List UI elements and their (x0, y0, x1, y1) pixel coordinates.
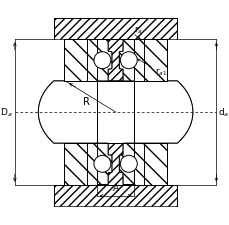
Polygon shape (96, 144, 111, 185)
Circle shape (93, 156, 110, 173)
Circle shape (120, 52, 137, 69)
Circle shape (120, 156, 137, 173)
Polygon shape (96, 40, 111, 81)
Text: R: R (83, 96, 90, 106)
Polygon shape (134, 40, 167, 81)
Polygon shape (63, 40, 96, 81)
Polygon shape (119, 40, 134, 81)
Polygon shape (38, 81, 192, 144)
Polygon shape (63, 40, 96, 81)
Polygon shape (134, 144, 167, 185)
Polygon shape (54, 144, 176, 206)
Polygon shape (96, 40, 111, 81)
Text: r$_{a1}$: r$_{a1}$ (155, 66, 167, 78)
Text: r$_a$: r$_a$ (134, 24, 143, 36)
Polygon shape (63, 144, 96, 185)
Polygon shape (96, 144, 111, 185)
Text: A: A (112, 183, 118, 192)
Circle shape (93, 156, 110, 173)
Polygon shape (54, 19, 176, 81)
Circle shape (120, 156, 137, 173)
Polygon shape (63, 144, 96, 185)
Polygon shape (38, 81, 192, 144)
Text: d$_a$: d$_a$ (217, 106, 229, 119)
Polygon shape (119, 144, 134, 185)
Polygon shape (96, 81, 134, 144)
Polygon shape (134, 40, 167, 81)
Text: D$_a$: D$_a$ (0, 106, 13, 119)
Polygon shape (134, 144, 167, 185)
Circle shape (120, 52, 137, 69)
Polygon shape (96, 81, 134, 144)
Circle shape (93, 52, 110, 69)
Circle shape (93, 52, 110, 69)
Polygon shape (119, 144, 134, 185)
Polygon shape (119, 40, 134, 81)
